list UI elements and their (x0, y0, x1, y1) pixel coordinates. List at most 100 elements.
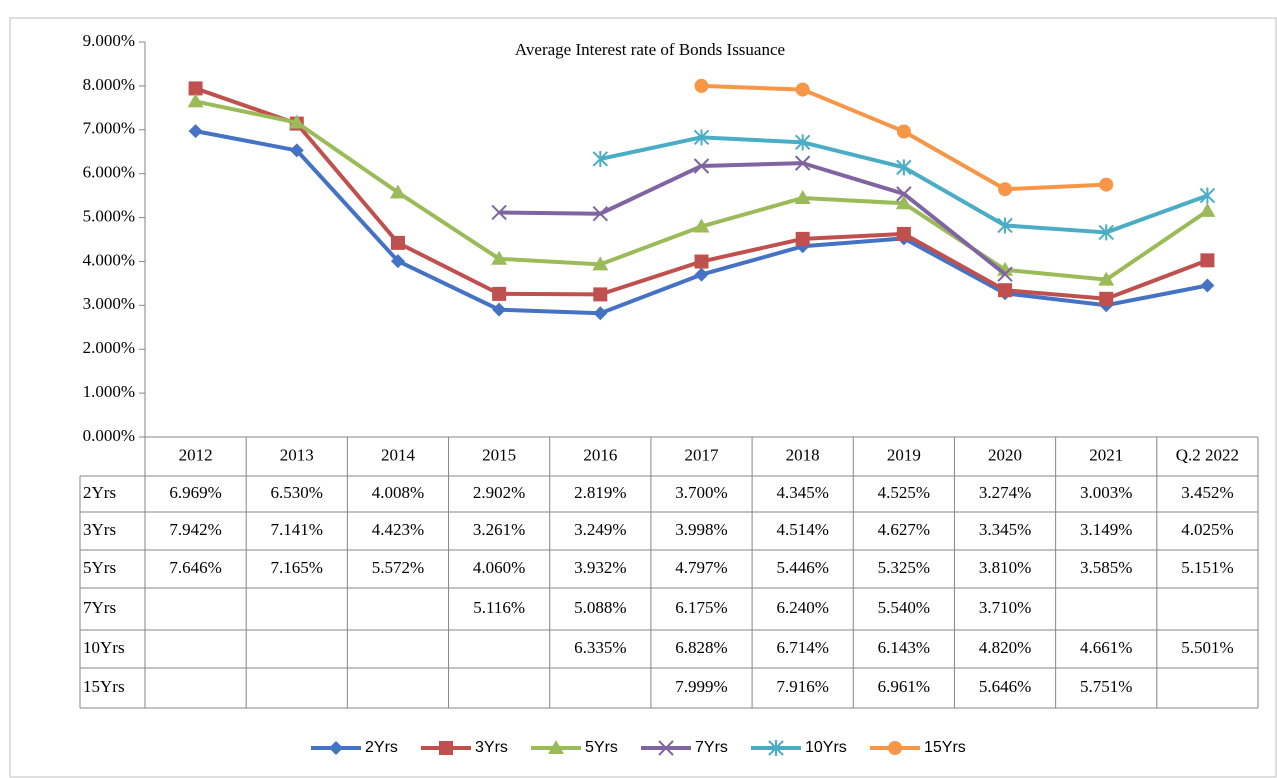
table-cell: 6.240% (776, 598, 828, 617)
table-cell: 6.530% (271, 483, 323, 502)
table-cell: 3.452% (1181, 483, 1233, 502)
table-cell: 6.143% (878, 638, 930, 657)
y-tick-label: 8.000% (83, 75, 135, 94)
y-tick-label: 9.000% (83, 31, 135, 50)
table-cell: 3.998% (675, 520, 727, 539)
table-cell: 5.572% (372, 558, 424, 577)
table-row-label: 15Yrs (83, 677, 125, 696)
y-tick-label: 3.000% (83, 294, 135, 313)
table-cell: 3.932% (574, 558, 626, 577)
data-point (694, 254, 709, 269)
data-point (895, 195, 912, 210)
table-cell: 3.003% (1080, 483, 1132, 502)
table-cell: 3.261% (473, 520, 525, 539)
data-point (896, 186, 912, 202)
table-cell: 5.325% (878, 558, 930, 577)
x-tick-label: 2014 (381, 445, 416, 464)
y-tick-label: 5.000% (83, 206, 135, 225)
data-point (693, 218, 710, 233)
table-cell: 5.116% (473, 598, 525, 617)
table-row-label: 2Yrs (83, 483, 116, 502)
table-cell: 7.942% (169, 520, 221, 539)
table-cell: 6.969% (169, 483, 221, 502)
table-cell: 7.141% (271, 520, 323, 539)
table-cell: 3.149% (1080, 520, 1132, 539)
data-point (896, 226, 911, 241)
data-point (794, 134, 811, 151)
x-tick-label: Q.2 2022 (1176, 445, 1239, 464)
data-point (896, 159, 912, 176)
table-cell: 4.345% (776, 483, 828, 502)
data-point (997, 217, 1013, 234)
data-point (694, 267, 709, 282)
x-tick-label: 2015 (482, 445, 516, 464)
table-cell: 6.335% (574, 638, 626, 657)
table-cell: 4.797% (675, 558, 727, 577)
table-cell: 2.902% (473, 483, 525, 502)
data-point (491, 204, 507, 221)
table-cell: 5.646% (979, 677, 1031, 696)
y-tick-label: 4.000% (83, 250, 135, 269)
data-point (997, 266, 1013, 282)
table-cell: 5.501% (1181, 638, 1233, 657)
data-point (592, 150, 609, 167)
table-cell: 4.025% (1181, 520, 1233, 539)
table-cell: 5.151% (1181, 558, 1233, 577)
legend-label: 10Yrs (805, 739, 847, 756)
data-point (1098, 224, 1114, 241)
x-tick-label: 2017 (685, 445, 720, 464)
data-point (794, 155, 811, 171)
table-cell: 3.345% (979, 520, 1031, 539)
x-tick-label: 2018 (786, 445, 820, 464)
data-point (188, 81, 203, 96)
table-cell: 4.008% (372, 483, 424, 502)
data-point (1099, 291, 1114, 306)
x-tick-label: 2021 (1089, 445, 1123, 464)
table-cell: 6.714% (776, 638, 828, 657)
table-cell: 3.700% (675, 483, 727, 502)
table-cell: 3.585% (1080, 558, 1132, 577)
table-cell: 6.828% (675, 638, 727, 657)
data-point (592, 205, 609, 222)
legend-marker (439, 741, 453, 755)
data-point (593, 287, 608, 302)
table-cell: 5.446% (776, 558, 828, 577)
data-point (896, 124, 911, 139)
table-cell: 3.810% (979, 558, 1031, 577)
data-point (998, 182, 1013, 197)
chart-title: Average Interest rate of Bonds Issuance (515, 40, 785, 59)
data-point (188, 124, 203, 139)
table-cell: 7.916% (776, 677, 828, 696)
table-cell: 5.088% (574, 598, 626, 617)
data-point (794, 189, 811, 204)
data-point (1200, 278, 1215, 293)
table-row-label: 10Yrs (83, 638, 125, 657)
data-point (795, 231, 810, 246)
table-cell: 4.514% (776, 520, 828, 539)
legend-label: 3Yrs (475, 739, 508, 756)
x-tick-label: 2012 (179, 445, 213, 464)
data-point (1098, 271, 1115, 286)
legend: 2Yrs 3Yrs 5Yrs 7Yrs 10Yrs 15Yrs (311, 739, 966, 756)
y-tick-label: 2.000% (83, 338, 135, 357)
data-point (492, 286, 507, 301)
y-tick-label: 7.000% (83, 119, 135, 138)
table-cell: 6.961% (878, 677, 930, 696)
data-point (1099, 177, 1114, 192)
x-tick-label: 2016 (583, 445, 617, 464)
data-point (390, 235, 405, 250)
data-point (693, 129, 710, 146)
table-cell: 4.423% (372, 520, 424, 539)
legend-label: 7Yrs (695, 739, 728, 756)
series-line (499, 161, 1007, 276)
x-tick-label: 2013 (280, 445, 314, 464)
table-cell: 4.060% (473, 558, 525, 577)
table-row-label: 3Yrs (83, 520, 116, 539)
data-point (694, 78, 709, 93)
table-cell: 4.661% (1080, 638, 1132, 657)
table-cell: 2.819% (574, 483, 626, 502)
legend-marker (329, 741, 343, 755)
table-cell: 4.525% (878, 483, 930, 502)
legend-marker (658, 740, 674, 756)
